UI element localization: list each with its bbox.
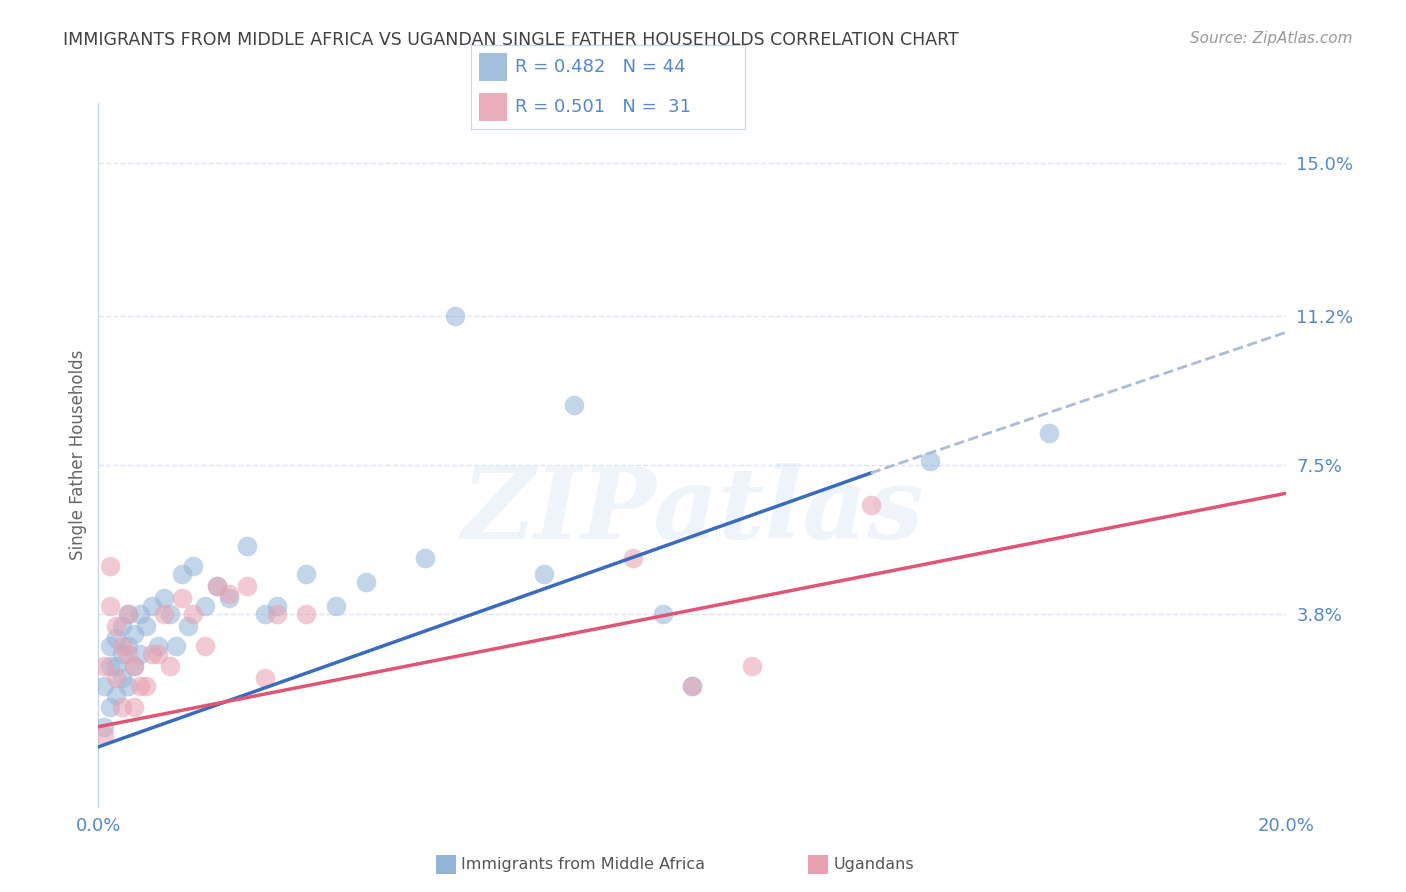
Point [183, 607, 205, 621]
Point [117, 647, 139, 661]
Text: IMMIGRANTS FROM MIDDLE AFRICA VS UGANDAN SINGLE FATHER HOUSEHOLDS CORRELATION CH: IMMIGRANTS FROM MIDDLE AFRICA VS UGANDAN… [63, 31, 959, 49]
Text: R = 0.482   N = 44: R = 0.482 N = 44 [515, 58, 686, 76]
Point [135, 680, 157, 694]
Point [325, 599, 347, 613]
Point [253, 607, 276, 621]
Point [443, 309, 465, 323]
Text: Immigrants from Middle Africa: Immigrants from Middle Africa [461, 857, 706, 871]
Point [266, 599, 288, 613]
Point [98, 659, 121, 673]
Point [129, 647, 152, 661]
Point [122, 627, 145, 641]
Point [413, 550, 436, 565]
Point [117, 639, 139, 653]
Point [93, 680, 115, 694]
Point [98, 699, 121, 714]
Bar [479, 54, 506, 81]
Point [170, 566, 193, 581]
Point [152, 591, 174, 605]
Point [146, 639, 169, 653]
Point [183, 558, 205, 573]
Point [176, 619, 198, 633]
Point [159, 607, 181, 621]
Point [859, 498, 882, 512]
Point [165, 639, 187, 653]
Point [141, 647, 163, 661]
Point [122, 659, 145, 673]
Point [681, 680, 703, 694]
Point [152, 607, 174, 621]
Point [122, 699, 145, 714]
Point [98, 639, 121, 653]
Point [354, 574, 377, 589]
Point [681, 680, 703, 694]
Point [236, 539, 259, 553]
Point [159, 659, 181, 673]
Y-axis label: Single Father Households: Single Father Households [69, 350, 87, 560]
Point [98, 558, 121, 573]
Point [105, 659, 128, 673]
Point [218, 591, 240, 605]
Point [111, 672, 134, 686]
Point [621, 550, 644, 565]
Point [205, 579, 228, 593]
Point [741, 659, 763, 673]
Point [105, 631, 128, 645]
Point [266, 607, 288, 621]
Point [117, 607, 139, 621]
Point [122, 659, 145, 673]
Point [920, 454, 942, 468]
Text: R = 0.501   N =  31: R = 0.501 N = 31 [515, 98, 690, 116]
Point [135, 619, 157, 633]
Point [205, 579, 228, 593]
Point [111, 647, 134, 661]
Point [194, 599, 217, 613]
Point [651, 607, 673, 621]
Text: Source: ZipAtlas.com: Source: ZipAtlas.com [1189, 31, 1353, 46]
Point [194, 639, 217, 653]
Point [253, 672, 276, 686]
Point [562, 398, 585, 412]
Point [93, 659, 115, 673]
Point [141, 599, 163, 613]
Point [218, 587, 240, 601]
Point [146, 647, 169, 661]
Point [93, 728, 115, 742]
Point [93, 720, 115, 734]
Point [111, 639, 134, 653]
Point [295, 566, 318, 581]
Point [295, 607, 318, 621]
Point [170, 591, 193, 605]
Point [111, 699, 134, 714]
Point [533, 566, 555, 581]
Bar [479, 93, 506, 120]
Point [105, 688, 128, 702]
Point [236, 579, 259, 593]
Point [1038, 425, 1060, 440]
Point [105, 672, 128, 686]
Point [98, 599, 121, 613]
Point [111, 619, 134, 633]
Point [117, 680, 139, 694]
Text: Ugandans: Ugandans [834, 857, 914, 871]
Text: ZIPatlas: ZIPatlas [461, 463, 924, 559]
Point [129, 680, 152, 694]
Point [129, 607, 152, 621]
Point [105, 619, 128, 633]
Point [117, 607, 139, 621]
